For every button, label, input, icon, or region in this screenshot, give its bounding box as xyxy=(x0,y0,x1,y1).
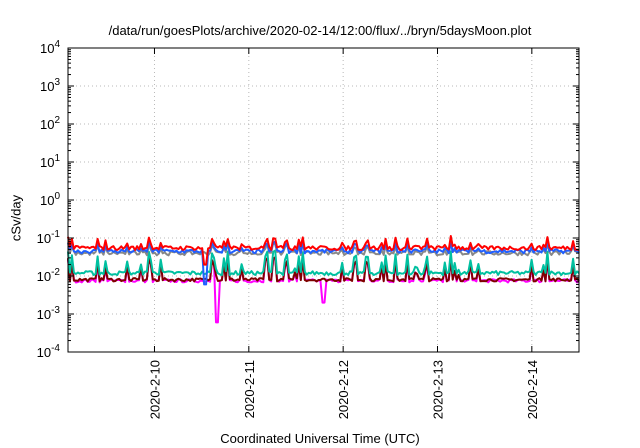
series-line xyxy=(67,249,580,277)
x-tick-label: 2020-2-13 xyxy=(430,360,445,419)
y-tick-label: 10-4 xyxy=(37,343,61,360)
series-line xyxy=(67,235,580,266)
y-axis-label: cSv/day xyxy=(8,194,24,242)
chart-title: /data/run/goesPlots/archive/2020-02-14/1… xyxy=(108,23,532,38)
axis-ticks: 10-4 10-3 10-2 10-1 100 101 102 103 104 2020-2-10… xyxy=(37,39,579,419)
y-tick-label: 101 xyxy=(40,153,60,170)
series-layer xyxy=(67,235,580,324)
x-tick-label: 2020-2-10 xyxy=(147,360,162,419)
grid xyxy=(68,48,579,352)
x-tick-label: 2020-2-14 xyxy=(525,360,540,419)
y-tick-label: 103 xyxy=(40,77,60,94)
y-tick-label: 10-2 xyxy=(37,267,61,284)
series-line xyxy=(67,256,580,283)
series-line xyxy=(67,240,580,286)
y-tick-label: 10-3 xyxy=(37,305,61,322)
series-line xyxy=(67,257,580,324)
y-tick-label: 10-1 xyxy=(37,229,61,246)
y-tick-label: 102 xyxy=(40,115,60,132)
x-axis-label: Coordinated Universal Time (UTC) xyxy=(220,431,420,446)
y-tick-label: 100 xyxy=(40,191,60,208)
x-tick-label: 2020-2-12 xyxy=(336,360,351,419)
x-tick-label: 2020-2-11 xyxy=(242,360,257,418)
y-tick-label: 104 xyxy=(40,39,60,56)
